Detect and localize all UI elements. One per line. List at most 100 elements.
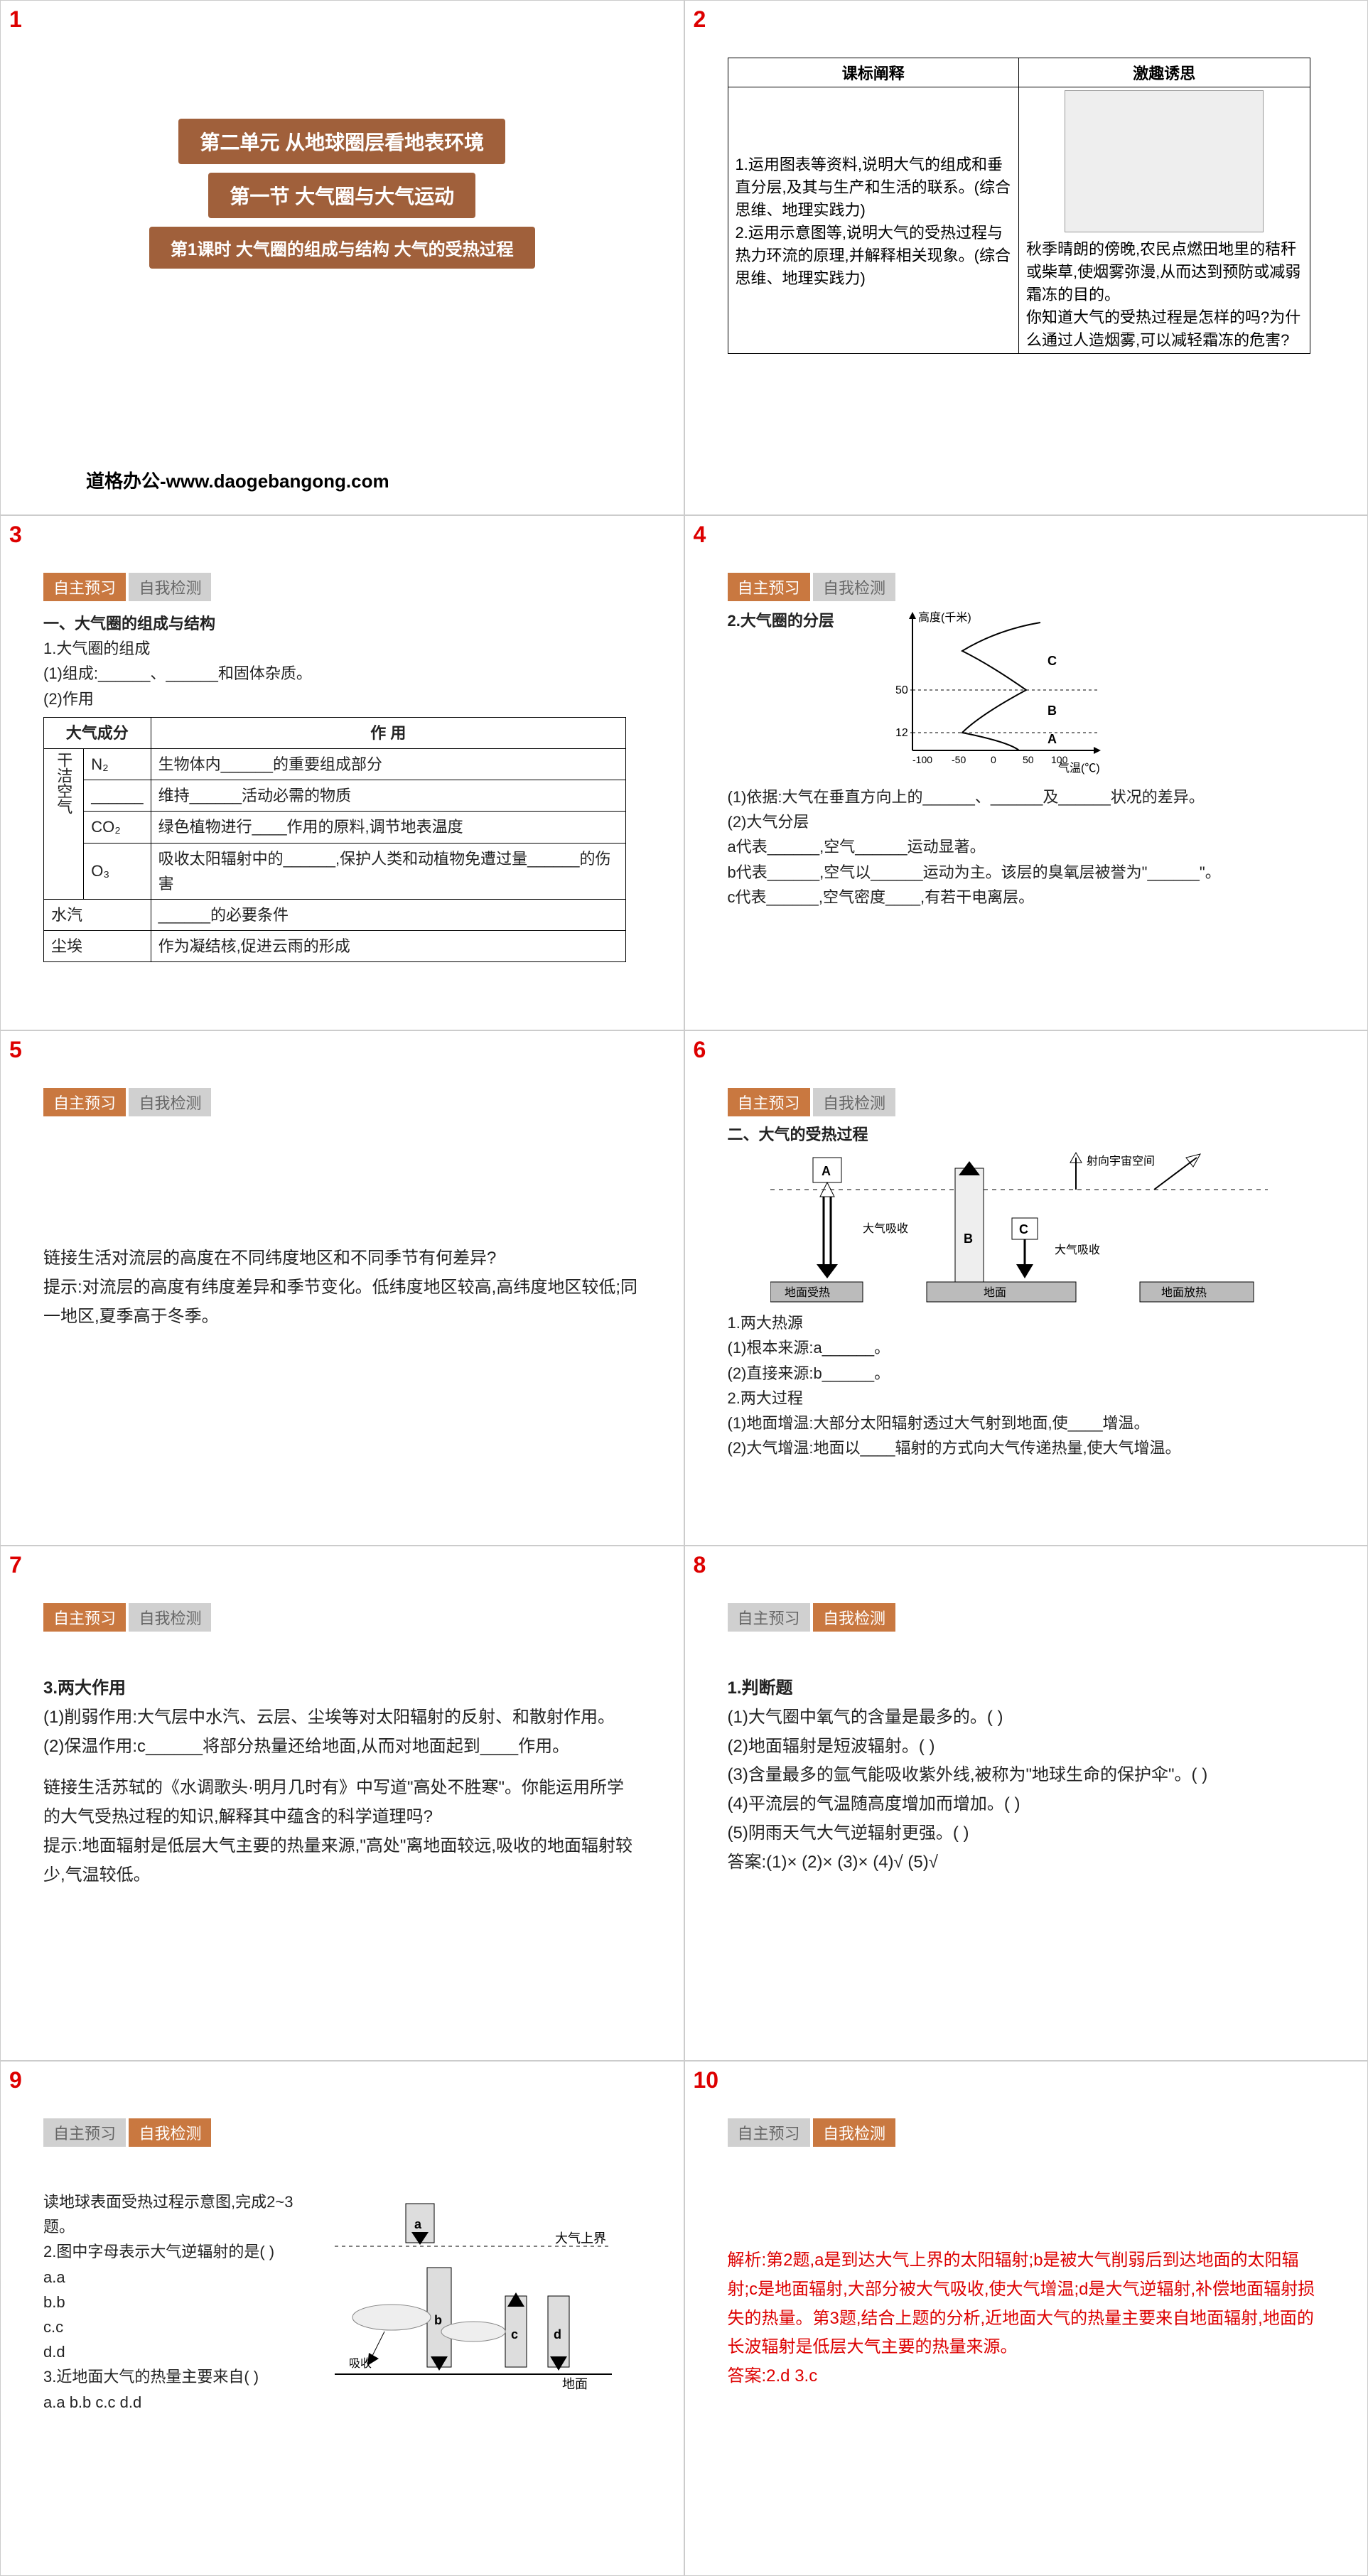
- slide-7: 7 自主预习 自我检测 3.两大作用 (1)削弱作用:大气层中水汽、云层、尘埃等…: [0, 1546, 684, 2061]
- cell-motivate: 秋季晴朗的傍晚,农民点燃田地里的秸秆或柴草,使烟雾弥漫,从而达到预防或减弱霜冻的…: [1019, 87, 1310, 354]
- svg-text:地面受热: 地面受热: [785, 1286, 830, 1299]
- answer: 提示:对流层的高度有纬度差异和季节变化。低纬度地区较高,高纬度地区较低;同一地区…: [43, 1273, 641, 1332]
- slide-2: 2 课标阐释 激趣诱思 1.运用图表等资料,说明大气的组成和垂直分层,及其与生产…: [684, 0, 1368, 515]
- cell: N₂: [84, 748, 151, 780]
- q: (5)阴雨天气大气逆辐射更强。( ): [728, 1819, 1325, 1848]
- question: 链接生活苏轼的《水调歌头·明月几时有》中写道"高处不胜寒"。你能运用所学的大气受…: [43, 1774, 641, 1832]
- cell-standard: 1.运用图表等资料,说明大气的组成和垂直分层,及其与生产和生活的联系。(综合思维…: [728, 87, 1019, 354]
- tab-test[interactable]: 自我检测: [813, 573, 895, 601]
- cell: CO₂: [84, 812, 151, 843]
- explanation: 解析:第2题,a是到达大气上界的太阳辐射;b是被大气削弱后到达地面的太阳辐射;c…: [728, 2246, 1325, 2362]
- line: (1)地面增温:大部分太阳辐射透过大气射到地面,使____增温。: [728, 1411, 1325, 1435]
- svg-text:c: c: [511, 2327, 518, 2341]
- line: (1)组成:______、______和固体杂质。: [43, 661, 641, 686]
- q2: 2.图中字母表示大气逆辐射的是( ): [43, 2239, 313, 2264]
- svg-text:射向宇宙空间: 射向宇宙空间: [1087, 1155, 1155, 1168]
- svg-text:B: B: [1047, 704, 1057, 718]
- tab-preview[interactable]: 自主预习: [728, 1088, 810, 1116]
- section-title: 第一节 大气圈与大气运动: [208, 173, 475, 218]
- svg-text:a: a: [414, 2217, 422, 2231]
- line: 1.判断题: [728, 1674, 1325, 1703]
- svg-text:大气吸收: 大气吸收: [863, 1222, 908, 1235]
- heating-title: 二、大气的受热过程: [728, 1122, 1325, 1147]
- opt: a.a: [43, 2265, 313, 2290]
- tab-preview[interactable]: 自主预习: [728, 573, 810, 601]
- photo-placeholder: [1065, 90, 1264, 232]
- slide-number: 5: [9, 1037, 22, 1063]
- tab-test[interactable]: 自我检测: [813, 1603, 895, 1632]
- svg-text:B: B: [964, 1232, 973, 1246]
- q: (2)地面辐射是短波辐射。( ): [728, 1732, 1325, 1762]
- q3: 3.近地面大气的热量主要来自( ): [43, 2364, 313, 2389]
- slide-number: 7: [9, 1552, 22, 1578]
- line: 3.两大作用: [43, 1674, 641, 1703]
- tab-test[interactable]: 自我检测: [813, 2118, 895, 2147]
- svg-text:-50: -50: [952, 754, 966, 765]
- line: 2.两大过程: [728, 1386, 1325, 1411]
- unit-title: 第二单元 从地球圈层看地表环境: [178, 119, 505, 164]
- answer: 答案:(1)× (2)× (3)× (4)√ (5)√: [728, 1848, 1325, 1877]
- tab-preview[interactable]: 自主预习: [43, 1603, 126, 1632]
- slide-4: 4 自主预习 自我检测 2.大气圈的分层 高度(千米) 气温(℃) 50 12 …: [684, 515, 1368, 1030]
- tab-test[interactable]: 自我检测: [813, 1088, 895, 1116]
- slide-9: 9 自主预习 自我检测 读地球表面受热过程示意图,完成2~3题。 2.图中字母表…: [0, 2061, 684, 2576]
- opt: b.b: [43, 2290, 313, 2314]
- th-standard: 课标阐释: [728, 58, 1019, 87]
- line: 1.两大热源: [728, 1310, 1325, 1335]
- svg-text:d: d: [554, 2327, 561, 2341]
- slide-number: 1: [9, 6, 22, 33]
- intro: 读地球表面受热过程示意图,完成2~3题。: [43, 2189, 313, 2239]
- svg-text:-100: -100: [912, 754, 932, 765]
- svg-text:A: A: [1047, 732, 1057, 746]
- th-effect: 作 用: [151, 717, 625, 748]
- tab-preview[interactable]: 自主预习: [728, 1603, 810, 1632]
- heating-diagram: A 地面吸收 B C 射向宇宙空间 大气吸收 大气吸收 地面受热 地面 地面放热: [770, 1147, 1268, 1310]
- slide-number: 4: [694, 522, 706, 548]
- composition-table: 大气成分 作 用 干洁空气 N₂ 生物体内______的重要组成部分 _____…: [43, 717, 626, 963]
- slide-6: 6 自主预习 自我检测 二、大气的受热过程 A 地面吸收 B C 射向宇宙空间 …: [684, 1030, 1368, 1546]
- tab-test[interactable]: 自我检测: [129, 573, 211, 601]
- svg-text:大气吸收: 大气吸收: [1055, 1244, 1100, 1256]
- slide-number: 2: [694, 6, 706, 33]
- th-motivate: 激趣诱思: [1019, 58, 1310, 87]
- atmosphere-layer-chart: 高度(千米) 气温(℃) 50 12 -100 -50 0 50 100 A B…: [870, 608, 1126, 779]
- slide-10: 10 自主预习 自我检测 解析:第2题,a是到达大气上界的太阳辐射;b是被大气削…: [684, 2061, 1368, 2576]
- slide-number: 3: [9, 522, 22, 548]
- layer-title: 2.大气圈的分层: [728, 608, 870, 633]
- svg-text:地面: 地面: [562, 2377, 588, 2391]
- svg-text:b: b: [434, 2313, 442, 2327]
- line: 1.大气圈的组成: [43, 636, 641, 661]
- svg-text:大气上界: 大气上界: [555, 2231, 606, 2246]
- cell: 水汽: [44, 899, 151, 930]
- tab-test[interactable]: 自我检测: [129, 1603, 211, 1632]
- tab-test[interactable]: 自我检测: [129, 1088, 211, 1116]
- answer: 提示:地面辐射是低层大气主要的热量来源,"高处"离地面较远,吸收的地面辐射较少,…: [43, 1832, 641, 1890]
- slide-1: 1 第二单元 从地球圈层看地表环境 第一节 大气圈与大气运动 第1课时 大气圈的…: [0, 0, 684, 515]
- tab-preview[interactable]: 自主预习: [43, 573, 126, 601]
- section-title: 一、大气圈的组成与结构: [43, 611, 641, 636]
- tab-preview[interactable]: 自主预习: [43, 1088, 126, 1116]
- slide-number: 9: [9, 2067, 22, 2093]
- slide-3: 3 自主预习 自我检测 一、大气圈的组成与结构 1.大气圈的组成 (1)组成:_…: [0, 515, 684, 1030]
- tab-test[interactable]: 自我检测: [129, 2118, 211, 2147]
- slide-number: 10: [694, 2067, 719, 2093]
- line: (2)大气增温:地面以____辐射的方式向大气传递热量,使大气增温。: [728, 1435, 1325, 1460]
- slide-number: 8: [694, 1552, 706, 1578]
- opt: c.c: [43, 2314, 313, 2339]
- svg-text:C: C: [1019, 1222, 1028, 1236]
- slide-8: 8 自主预习 自我检测 1.判断题 (1)大气圈中氧气的含量是最多的。( ) (…: [684, 1546, 1368, 2061]
- opts3: a.a b.b c.c d.d: [43, 2390, 313, 2415]
- line: (2)作用: [43, 686, 641, 711]
- line: b代表______,空气以______运动为主。该层的臭氧层被誉为"______…: [728, 860, 1325, 885]
- tab-preview[interactable]: 自主预习: [43, 2118, 126, 2147]
- answer: 答案:2.d 3.c: [728, 2362, 1325, 2391]
- line: (2)直接来源:b______。: [728, 1361, 1325, 1386]
- line: (1)根本来源:a______。: [728, 1335, 1325, 1360]
- cell: 吸收太阳辐射中的______,保护人类和动植物免遭过量______的伤害: [151, 843, 625, 899]
- cell: ______的必要条件: [151, 899, 625, 930]
- svg-text:50: 50: [1023, 754, 1034, 765]
- tab-preview[interactable]: 自主预习: [728, 2118, 810, 2147]
- svg-text:C: C: [1047, 654, 1057, 668]
- line: (1)削弱作用:大气层中水汽、云层、尘埃等对太阳辐射的反射、和散射作用。: [43, 1703, 641, 1732]
- opt: d.d: [43, 2339, 313, 2364]
